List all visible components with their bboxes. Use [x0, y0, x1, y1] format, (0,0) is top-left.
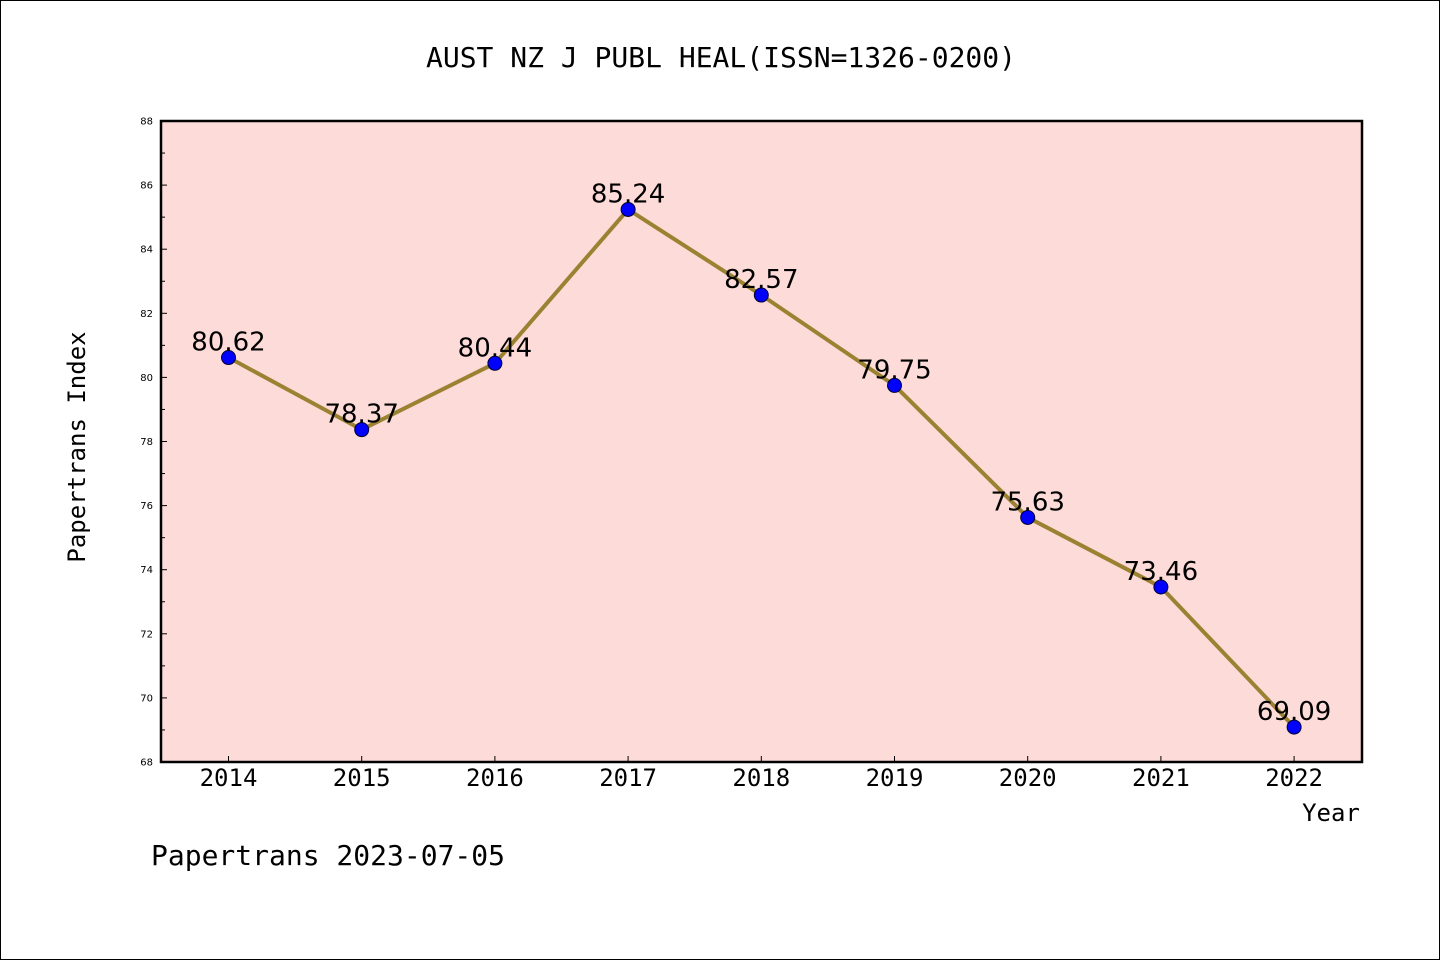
- x-axis-ticks: 2014 2015 2016 2017 2018 2019 2020 2021 2022: [200, 756, 1323, 792]
- data-label: 79.75: [857, 355, 931, 385]
- footer-text: Papertrans 2023-07-05: [151, 839, 505, 872]
- y-axis-label: Papertrans Index: [63, 331, 91, 562]
- y-axis-ticks: 68 70 72 74 76 78 80 82 84 86 88: [140, 117, 167, 769]
- data-labels-group: 80.62 78.37 80.44 85.24 82.57 79.75 75.63 73.46…: [191, 179, 1331, 727]
- data-point-marker: [1153, 579, 1169, 595]
- data-label: 78.37: [324, 400, 398, 430]
- y-tick-label: 68: [140, 758, 153, 769]
- data-point-marker: [1286, 719, 1302, 735]
- y-tick-label: 72: [140, 629, 153, 640]
- x-tick-label: 2019: [866, 764, 924, 792]
- data-label: 82.57: [724, 265, 798, 295]
- data-label: 69.09: [1257, 697, 1331, 727]
- x-tick-label: 2016: [466, 764, 524, 792]
- data-point-marker: [221, 350, 236, 366]
- data-label: 80.62: [191, 328, 265, 358]
- data-label: 80.44: [458, 333, 532, 363]
- y-tick-label: 78: [140, 437, 153, 448]
- y-tick-label: 86: [140, 181, 153, 192]
- data-label: 85.24: [591, 179, 665, 209]
- y-tick-label: 70: [140, 693, 153, 704]
- plot-border: [159, 119, 1364, 764]
- data-label: 73.46: [1124, 557, 1198, 587]
- data-point-marker: [487, 355, 503, 371]
- y-tick-label: 84: [140, 245, 153, 256]
- data-point-marker: [1020, 509, 1036, 525]
- y-tick-label: 74: [140, 565, 153, 576]
- y-tick-label: 88: [140, 117, 153, 128]
- x-tick-label: 2015: [333, 764, 391, 792]
- data-point-marker: [620, 201, 636, 217]
- x-tick-label: 2022: [1265, 764, 1323, 792]
- chart-title: AUST NZ J PUBL HEAL(ISSN=1326-0200): [426, 41, 1016, 74]
- series-line-group: [221, 201, 1302, 735]
- data-point-marker: [354, 422, 370, 438]
- x-tick-label: 2017: [599, 764, 657, 792]
- x-tick-label: 2014: [200, 764, 258, 792]
- y-tick-label: 82: [140, 309, 153, 320]
- x-tick-label: 2018: [732, 764, 790, 792]
- y-tick-label: 80: [140, 373, 153, 384]
- data-point-marker: [753, 287, 769, 303]
- y-tick-label: 76: [140, 501, 153, 512]
- x-tick-label: 2021: [1132, 764, 1190, 792]
- data-point-marker: [887, 377, 902, 393]
- x-tick-label: 2020: [999, 764, 1057, 792]
- plot-area: [161, 121, 1362, 762]
- data-label: 75.63: [990, 487, 1064, 517]
- x-axis-label: Year: [1302, 799, 1360, 827]
